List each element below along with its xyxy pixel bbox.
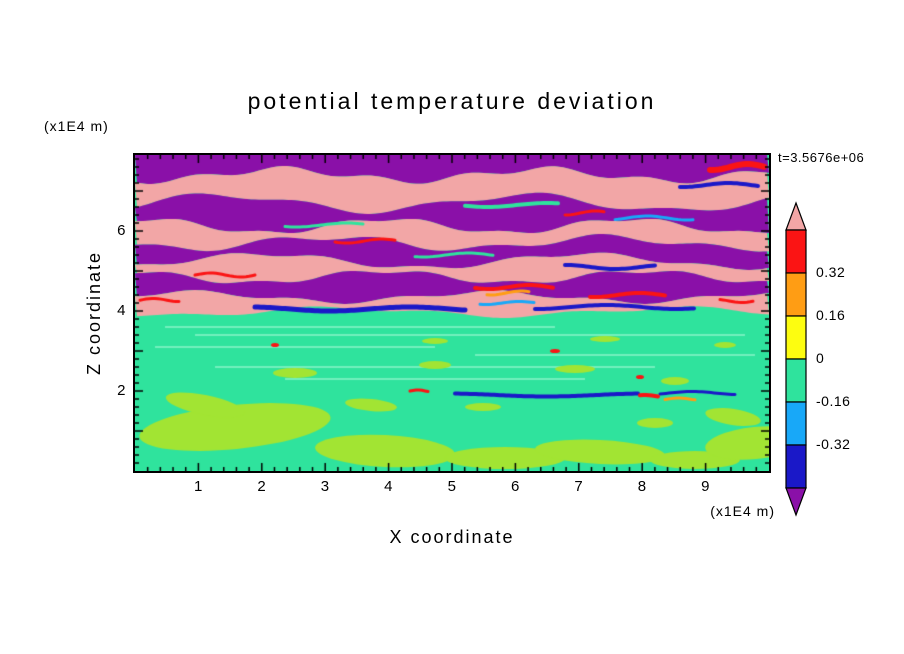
colorbar-band xyxy=(785,358,807,403)
plot-area xyxy=(133,153,771,473)
y-axis-unit-label: (x1E4 m) xyxy=(44,118,109,134)
chart-title: potential temperature deviation xyxy=(247,88,657,114)
x-axis-unit-label: (x1E4 m) xyxy=(710,503,775,519)
colorbar-graphic xyxy=(785,201,807,517)
y-tick-label: 4 xyxy=(117,302,126,319)
colorbar-band xyxy=(785,229,807,274)
x-tick-label: 5 xyxy=(447,478,457,495)
colorbar-band xyxy=(785,401,807,446)
colorbar-band xyxy=(785,272,807,317)
x-tick-label: 8 xyxy=(637,478,647,495)
x-tick-label: 7 xyxy=(574,478,584,495)
contour-field-canvas xyxy=(135,155,769,471)
colorbar-label: 0.16 xyxy=(816,307,846,323)
x-tick-label: 4 xyxy=(384,478,394,495)
y-tick-label: 2 xyxy=(117,382,126,399)
x-tick-label: 9 xyxy=(701,478,711,495)
colorbar-band xyxy=(785,444,807,489)
x-tick-label: 6 xyxy=(510,478,520,495)
x-tick-label: 1 xyxy=(193,478,203,495)
time-annotation: t=3.5676e+06 xyxy=(778,150,865,165)
x-tick-label: 2 xyxy=(257,478,267,495)
colorbar-arrow-top xyxy=(785,201,807,231)
colorbar-arrow-bottom xyxy=(785,487,807,517)
x-axis-title: X coordinate xyxy=(389,527,515,547)
x-tick-label: 3 xyxy=(320,478,330,495)
colorbar: 0.32 0.16 0 -0.16 -0.32 xyxy=(783,200,878,525)
colorbar-label: 0.32 xyxy=(816,264,846,280)
y-tick-label: 6 xyxy=(117,222,126,239)
colorbar-band xyxy=(785,315,807,360)
colorbar-label: 0 xyxy=(816,350,825,366)
colorbar-label: -0.32 xyxy=(816,436,851,452)
colorbar-label: -0.16 xyxy=(816,393,851,409)
